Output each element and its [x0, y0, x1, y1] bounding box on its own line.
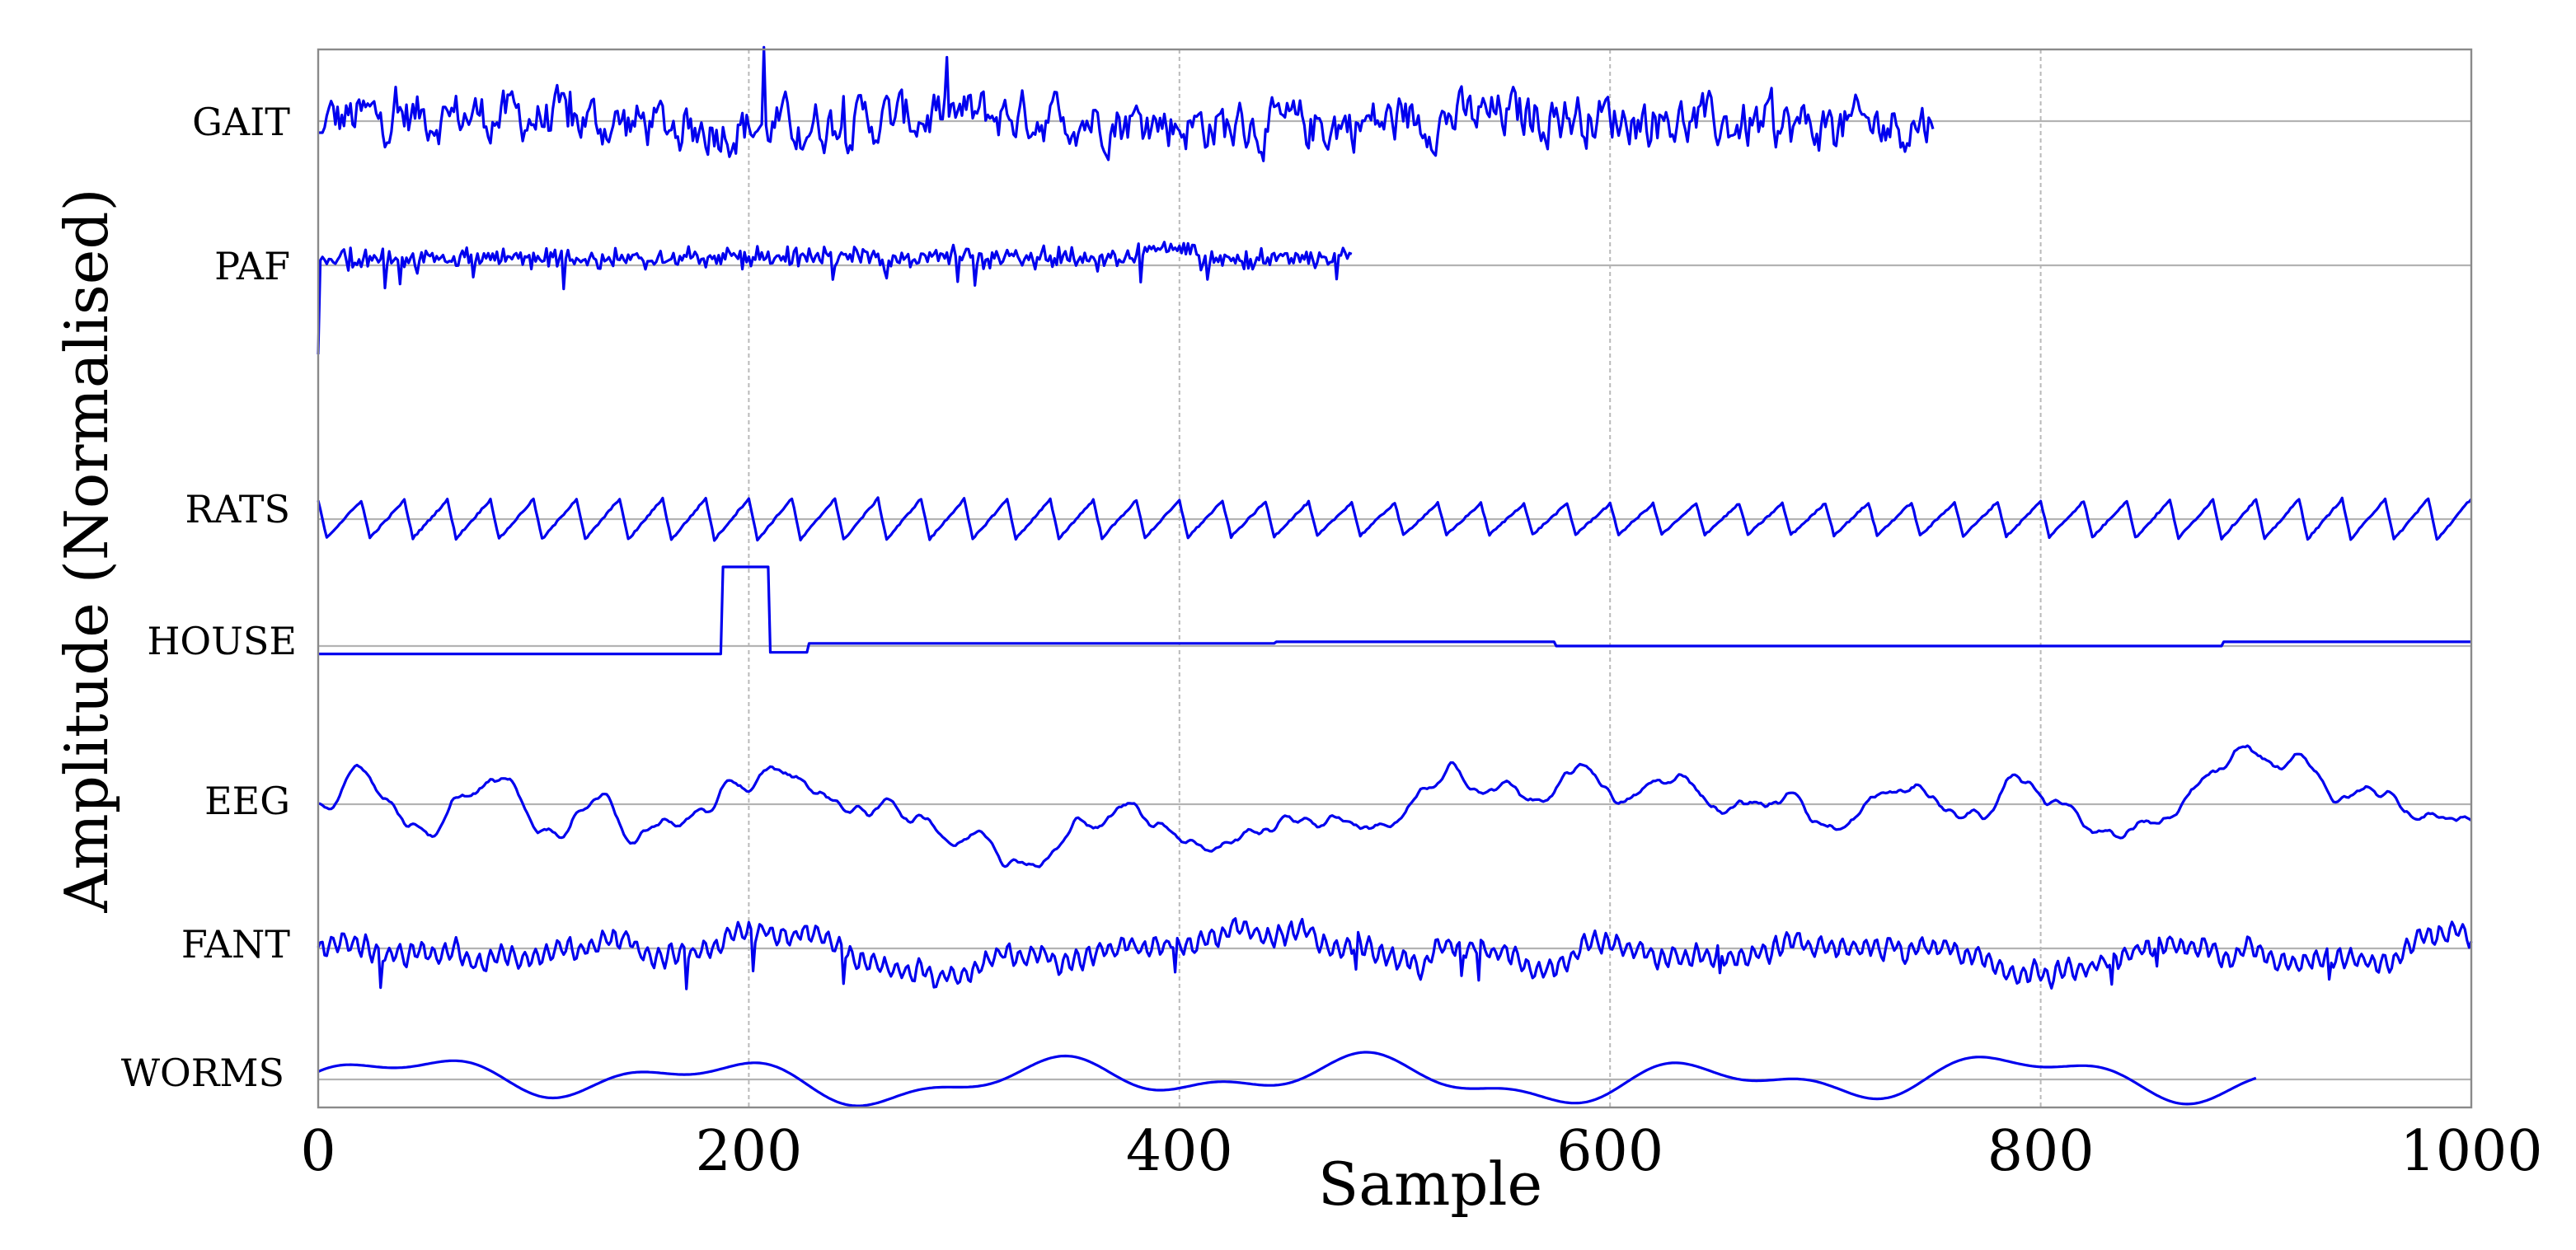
trace-layer [317, 45, 2473, 1107]
series-label-worms: WORMS [121, 1051, 284, 1095]
x-axis-title: Sample [1318, 1149, 1542, 1219]
x-tick-labels: 0 200 400 600 800 1000 [300, 1119, 2542, 1184]
series-line-house [318, 565, 2471, 656]
series-line-paf [317, 241, 1353, 355]
series-line-worms [317, 1051, 2257, 1107]
series-label-fant: FANT [181, 922, 290, 967]
series-line-gait [318, 45, 1935, 162]
x-tick-label-1000: 1000 [2400, 1119, 2542, 1184]
plot-frame [317, 48, 2473, 1109]
x-tick-label-200: 200 [696, 1119, 803, 1184]
series-line-eeg [317, 744, 2472, 868]
x-tick-label-600: 600 [1556, 1119, 1663, 1184]
x-tick-label-0: 0 [300, 1119, 335, 1184]
series-line-rats [317, 496, 2473, 542]
series-label-rats: RATS [185, 487, 290, 531]
x-tick-label-400: 400 [1126, 1119, 1233, 1184]
series-label-eeg: EEG [204, 779, 290, 823]
baseline-layer [318, 119, 2471, 1081]
series-label-paf: PAF [214, 244, 290, 288]
series-label-house: HOUSE [147, 619, 297, 663]
grid-layer [748, 49, 2042, 1107]
series-line-fant [317, 917, 2473, 990]
series-labels: GAIT PAF RATS HOUSE EEG FANT WORMS [121, 100, 297, 1095]
x-tick-label-800: 800 [1987, 1119, 2095, 1184]
series-label-gait: GAIT [192, 100, 290, 144]
y-axis-title: Amplitude (Normalised) [52, 188, 121, 913]
